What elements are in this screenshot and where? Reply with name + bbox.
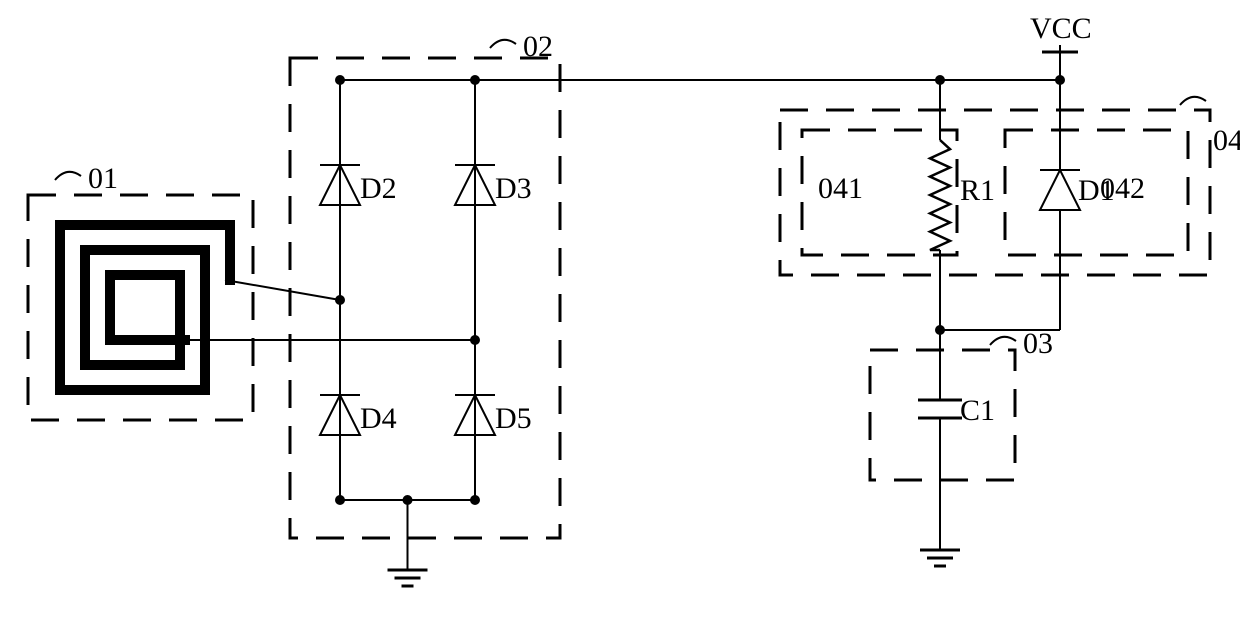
svg-text:VCC: VCC bbox=[1030, 12, 1092, 45]
circuit-diagram: 01020304041042VCCD2D3D4D5D1R1C1 bbox=[0, 0, 1240, 624]
svg-text:01: 01 bbox=[88, 162, 118, 195]
svg-text:C1: C1 bbox=[960, 394, 995, 427]
svg-text:D5: D5 bbox=[495, 402, 532, 435]
svg-text:R1: R1 bbox=[960, 174, 995, 207]
svg-text:03: 03 bbox=[1023, 327, 1053, 360]
svg-text:D2: D2 bbox=[360, 172, 397, 205]
svg-text:02: 02 bbox=[523, 30, 553, 63]
svg-text:D1: D1 bbox=[1078, 174, 1115, 207]
svg-text:04: 04 bbox=[1213, 124, 1240, 157]
svg-text:D4: D4 bbox=[360, 402, 397, 435]
svg-text:041: 041 bbox=[818, 172, 863, 205]
svg-text:D3: D3 bbox=[495, 172, 532, 205]
